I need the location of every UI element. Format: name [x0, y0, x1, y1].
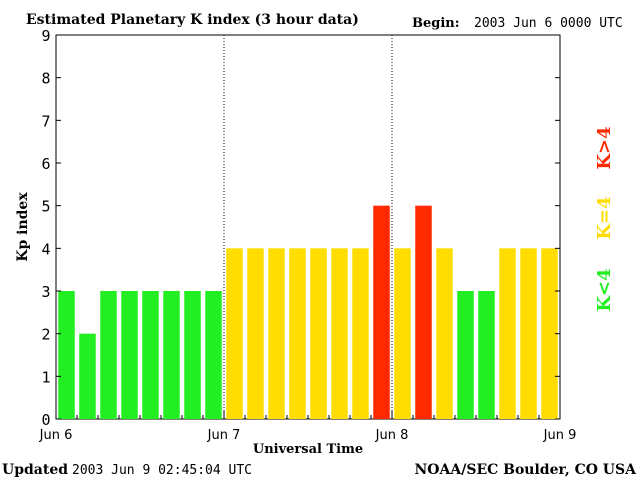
updated-label: Updated	[2, 462, 68, 478]
x-tick-label: Jun 9	[543, 428, 577, 443]
kp-bar	[268, 248, 285, 419]
y-tick-label: 9	[41, 27, 50, 45]
kp-bar	[205, 291, 222, 419]
kp-bar	[499, 248, 516, 419]
begin-label: Begin:	[412, 16, 460, 31]
x-tick-label: Jun 6	[39, 428, 73, 443]
kp-bar	[373, 205, 390, 419]
kp-bar	[163, 291, 180, 419]
kp-bar	[142, 291, 159, 419]
y-tick-label: 2	[41, 326, 50, 344]
kp-bar	[436, 248, 453, 419]
y-axis-label: Kp index	[15, 192, 31, 262]
kp-bar	[415, 205, 432, 419]
kp-bar	[478, 291, 495, 419]
kp-bar	[289, 248, 306, 419]
x-tick-label: Jun 7	[207, 428, 241, 443]
kp-bar	[520, 248, 537, 419]
updated-value: 2003 Jun 9 02:45:04 UTC	[72, 463, 252, 478]
y-tick-label: 5	[41, 198, 50, 216]
y-tick-label: 0	[41, 411, 50, 429]
kp-bar	[457, 291, 474, 419]
kp-bar	[184, 291, 201, 419]
x-axis-label: Universal Time	[253, 442, 363, 457]
y-tick-label: 8	[41, 70, 50, 88]
begin-value: 2003 Jun 6 0000 UTC	[474, 16, 623, 31]
legend-high: K>4	[594, 126, 615, 169]
x-tick-label: Jun 8	[375, 428, 409, 443]
kp-bar	[226, 248, 243, 419]
kp-bar	[247, 248, 264, 419]
y-tick-label: 1	[41, 368, 50, 386]
kp-bar	[58, 291, 75, 419]
y-tick-label: 6	[41, 155, 50, 173]
y-tick-label: 4	[41, 240, 50, 258]
kp-bar	[310, 248, 327, 419]
kp-bar	[331, 248, 348, 419]
y-tick-label: 7	[41, 112, 50, 130]
legend-low: K<4	[594, 268, 615, 311]
kp-bar	[394, 248, 411, 419]
y-tick-label: 3	[41, 283, 50, 301]
legend-mid: K=4	[594, 196, 615, 239]
kp-bar	[100, 291, 117, 419]
kp-bar	[541, 248, 558, 419]
kp-bar	[79, 333, 96, 419]
kp-bar	[121, 291, 138, 419]
source-credit: NOAA/SEC Boulder, CO USA	[415, 462, 638, 478]
kp-bar	[352, 248, 369, 419]
chart-title: Estimated Planetary K index (3 hour data…	[26, 12, 359, 28]
plot-area: 0 1 2 3 4 5 6 7 8 9 Jun 6 Jun 7 Jun 8 Jun 9	[39, 27, 577, 443]
